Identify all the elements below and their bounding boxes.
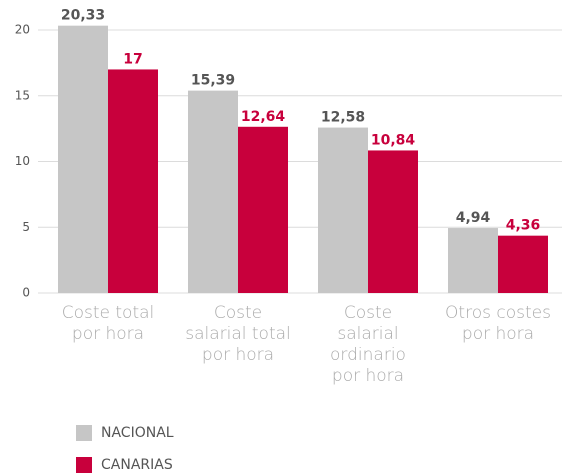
legend-swatch: [76, 425, 92, 441]
x-tick-line: salarial total: [185, 324, 291, 344]
x-tick-line: ordinario: [330, 345, 406, 365]
legend-label: NACIONAL: [101, 425, 174, 441]
y-tick-label: 0: [22, 286, 30, 300]
x-tick-label: Coste salarial total por hora: [185, 303, 291, 365]
x-tick-line: salarial: [337, 324, 398, 344]
x-tick-label: Otros costes por hora: [445, 303, 551, 344]
value-label: 12,64: [241, 109, 286, 125]
x-tick-line: por hora: [462, 324, 534, 344]
value-label: 4,94: [456, 210, 491, 226]
x-tick-line: Otros costes: [445, 303, 551, 323]
bar: [108, 69, 158, 293]
bar: [188, 90, 238, 294]
x-tick-line: por hora: [202, 345, 274, 365]
value-label: 10,84: [371, 132, 416, 148]
y-tick-label: 10: [15, 154, 30, 168]
value-label: 17: [123, 51, 142, 67]
y-tick-label: 5: [22, 220, 30, 234]
legend-swatch: [76, 457, 92, 473]
value-label: 20,33: [61, 8, 105, 24]
x-tick-line: Coste: [344, 303, 392, 323]
bar: [368, 150, 418, 293]
x-tick-line: por hora: [72, 324, 144, 344]
x-tick-line: por hora: [332, 366, 404, 386]
bar: [318, 127, 368, 293]
x-tick-line: Coste: [214, 303, 262, 323]
bar: [448, 228, 498, 293]
x-tick-label: Coste salarial ordinario por hora: [330, 303, 406, 386]
legend-label: CANARIAS: [101, 457, 173, 473]
value-label: 12,58: [321, 110, 365, 126]
x-tick-line: Coste total: [62, 303, 155, 323]
x-tick-label: Coste total por hora: [62, 303, 155, 344]
value-label: 15,39: [191, 73, 235, 89]
bar: [58, 25, 108, 294]
value-label: 4,36: [506, 218, 541, 234]
y-tick-label: 20: [15, 23, 30, 37]
bar: [498, 235, 548, 293]
bar: [238, 126, 288, 293]
y-tick-label: 15: [15, 88, 30, 102]
